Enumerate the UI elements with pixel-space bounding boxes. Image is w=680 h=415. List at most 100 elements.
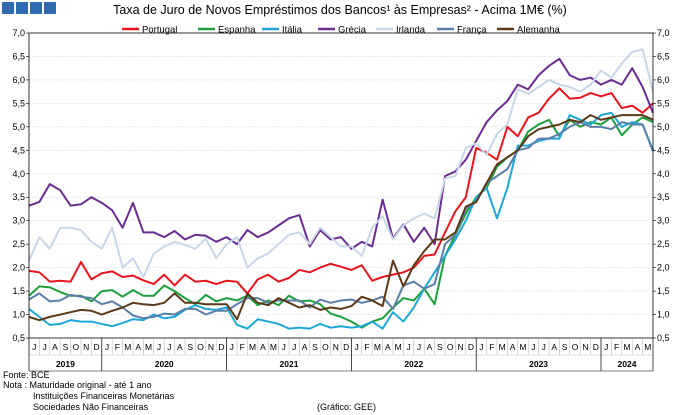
month-tick-label: O xyxy=(322,342,329,352)
chart-legend: Portugal Espanha Itália Grécia Irlanda França… xyxy=(122,25,560,36)
month-tick-label: J xyxy=(42,342,46,352)
month-tick-label: N xyxy=(458,342,464,352)
y-tick-label-right: 2,5 xyxy=(657,239,670,249)
y-tick-label-left: 5,5 xyxy=(12,98,25,108)
month-tick-label: F xyxy=(614,342,619,352)
month-tick-label: N xyxy=(333,342,339,352)
month-tick-label: J xyxy=(105,342,109,352)
month-tick-label: M xyxy=(124,342,131,352)
month-tick-label: O xyxy=(197,342,204,352)
month-tick-label: F xyxy=(115,342,120,352)
y-tick-label-right: 6,0 xyxy=(657,75,670,85)
y-tick-label-right: 1,0 xyxy=(657,310,670,320)
month-tick-label: M xyxy=(145,342,152,352)
companies-note: Sociedades Não Financeiras xyxy=(33,402,149,412)
month-tick-label: A xyxy=(302,342,308,352)
month-tick-label: J xyxy=(167,342,171,352)
year-label: 2024 xyxy=(618,359,637,369)
chart-axes: 0,5 0,5 1,0 1,0 1,5 1,5 2,0 2,0 2,5 2,5 3,0 3,0 3,5 3… xyxy=(12,28,670,372)
y-tick-label-right: 4,0 xyxy=(657,169,670,179)
y-tick-label-left: 3,0 xyxy=(12,216,25,226)
legend-label-italia: Itália xyxy=(282,25,303,36)
month-tick-label: J xyxy=(157,342,161,352)
y-tick-label-right: 3,0 xyxy=(657,216,670,226)
month-tick-label: A xyxy=(635,342,641,352)
year-label: 2022 xyxy=(404,359,423,369)
legend-label-irlanda: Irlanda xyxy=(396,25,426,36)
month-tick-label: J xyxy=(32,342,36,352)
month-tick-label: J xyxy=(230,342,234,352)
month-tick-label: J xyxy=(406,342,410,352)
month-tick-label: A xyxy=(551,342,557,352)
year-label: 2021 xyxy=(280,359,299,369)
month-tick-label: M xyxy=(270,342,277,352)
month-tick-label: N xyxy=(83,342,89,352)
series-line-irlanda xyxy=(28,48,654,278)
y-tick-label-right: 2,0 xyxy=(657,263,670,273)
month-tick-label: J xyxy=(479,342,483,352)
month-tick-label: M xyxy=(519,342,526,352)
month-tick-label: J xyxy=(604,342,608,352)
y-tick-label-right: 0,5 xyxy=(657,333,670,343)
y-tick-label-right: 5,5 xyxy=(657,98,670,108)
legend-label-franca: França xyxy=(457,25,487,36)
month-tick-label: M xyxy=(623,342,630,352)
month-tick-label: F xyxy=(240,342,245,352)
month-tick-label: J xyxy=(417,342,421,352)
y-tick-label-left: 4,0 xyxy=(12,169,25,179)
y-tick-label-left: 3,5 xyxy=(12,192,25,202)
month-tick-label: A xyxy=(177,342,183,352)
month-tick-label: A xyxy=(427,342,433,352)
series-line-portugal xyxy=(28,87,654,295)
month-tick-label: O xyxy=(572,342,579,352)
y-tick-label-left: 7,0 xyxy=(12,28,25,38)
month-tick-label: S xyxy=(562,342,568,352)
logo-square-2 xyxy=(16,2,28,14)
y-tick-label-left: 1,5 xyxy=(12,286,25,296)
month-tick-label: D xyxy=(218,342,224,352)
month-tick-label: M xyxy=(395,342,402,352)
graph-credit: (Gráfico: GEE) xyxy=(317,402,377,412)
month-tick-label: O xyxy=(447,342,454,352)
year-label: 2023 xyxy=(529,359,548,369)
plot-frame xyxy=(28,32,654,339)
month-tick-label: A xyxy=(135,342,141,352)
month-tick-label: D xyxy=(593,342,599,352)
series-line-grecia xyxy=(28,57,654,250)
month-tick-label: N xyxy=(208,342,214,352)
series-line-espanha xyxy=(28,116,654,329)
month-tick-label: M xyxy=(374,342,381,352)
y-tick-label-left: 1,0 xyxy=(12,310,25,320)
logo-square-3 xyxy=(30,2,42,14)
series-line-franca xyxy=(28,121,654,320)
year-label: 2019 xyxy=(56,359,75,369)
month-tick-label: M xyxy=(249,342,256,352)
month-tick-label: D xyxy=(468,342,474,352)
line-chart: Taxa de Juro de Novos Empréstimos dos Ba… xyxy=(12,3,670,372)
month-tick-label: O xyxy=(72,342,79,352)
legend-label-portugal: Portugal xyxy=(142,25,177,36)
month-tick-label: S xyxy=(63,342,69,352)
year-label: 2020 xyxy=(155,359,174,369)
legend-label-grecia: Grécia xyxy=(338,25,367,36)
y-tick-label-left: 5,0 xyxy=(12,122,25,132)
month-tick-label: S xyxy=(187,342,193,352)
legend-label-alemanha: Alemanha xyxy=(517,25,560,36)
y-tick-label-left: 4,5 xyxy=(12,145,25,155)
logo-square-4 xyxy=(44,2,56,14)
month-tick-label: A xyxy=(52,342,58,352)
month-tick-label: A xyxy=(385,342,391,352)
month-tick-label: S xyxy=(437,342,443,352)
y-tick-label-right: 4,5 xyxy=(657,145,670,155)
month-tick-label: N xyxy=(582,342,588,352)
y-tick-label-left: 6,0 xyxy=(12,75,25,85)
logo-square-1 xyxy=(2,2,14,14)
y-tick-label-right: 7,0 xyxy=(657,28,670,38)
month-tick-label: J xyxy=(282,342,286,352)
month-tick-label: A xyxy=(260,342,266,352)
y-tick-label-right: 6,5 xyxy=(657,51,670,61)
month-tick-label: J xyxy=(531,342,535,352)
chart-title: Taxa de Juro de Novos Empréstimos dos Ba… xyxy=(113,3,567,17)
y-tick-label-right: 5,0 xyxy=(657,122,670,132)
y-tick-label-left: 0,5 xyxy=(12,333,25,343)
